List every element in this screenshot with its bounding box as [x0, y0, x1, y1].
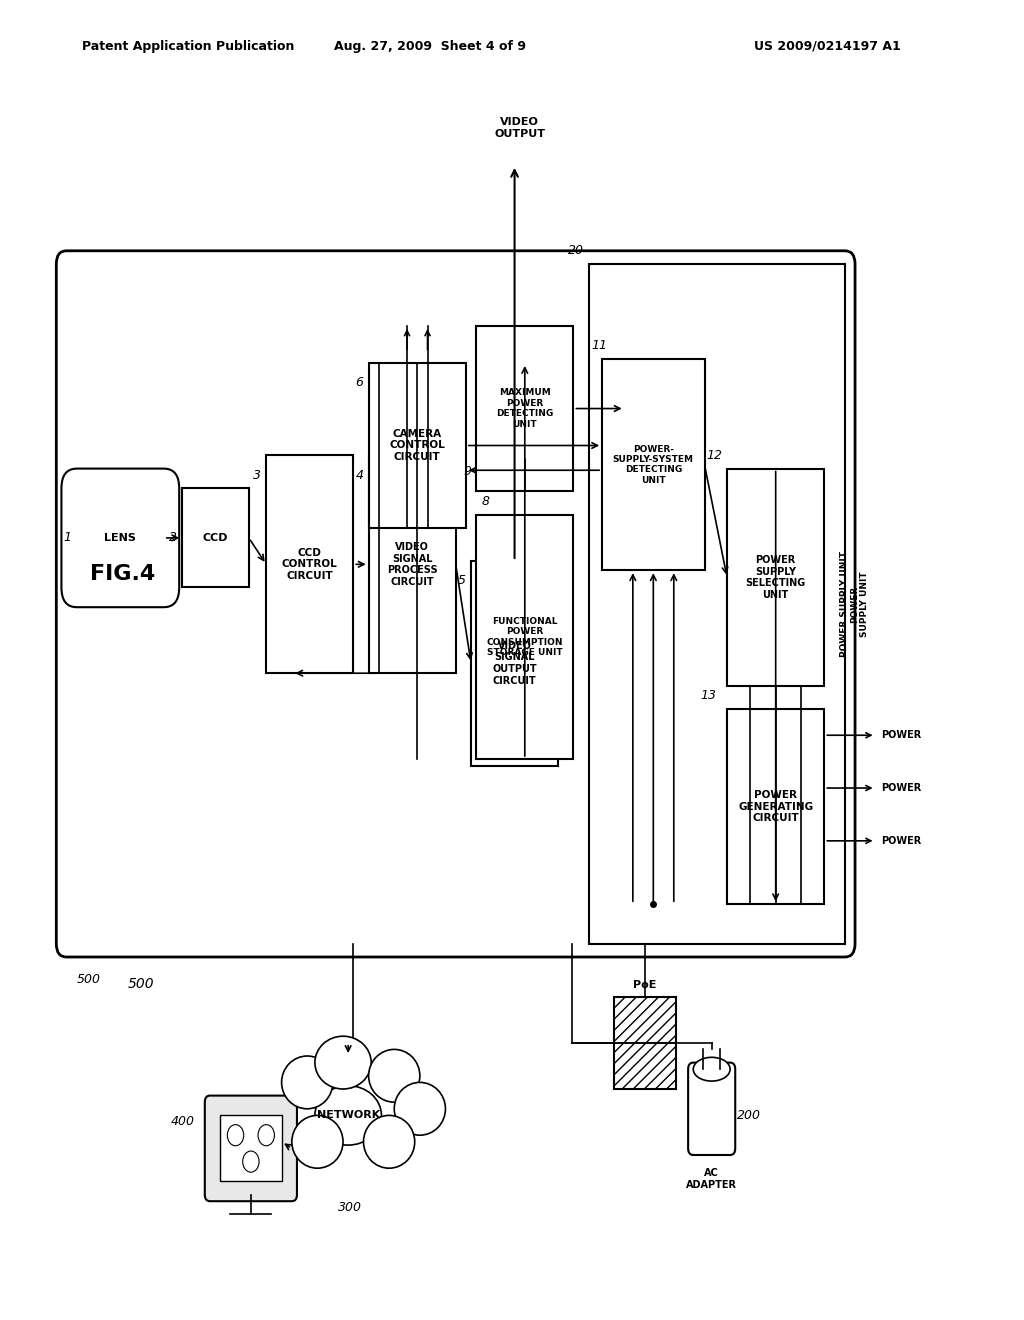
- Text: AC
ADAPTER: AC ADAPTER: [686, 1168, 737, 1189]
- Text: VIDEO
SIGNAL
OUTPUT
CIRCUIT: VIDEO SIGNAL OUTPUT CIRCUIT: [493, 642, 537, 685]
- Text: POWER
GENERATING
CIRCUIT: POWER GENERATING CIRCUIT: [738, 789, 813, 824]
- Text: 12: 12: [706, 449, 722, 462]
- Text: 400: 400: [171, 1115, 195, 1129]
- Bar: [369, 363, 466, 528]
- Text: FIG.4: FIG.4: [90, 564, 156, 585]
- Text: LENS: LENS: [104, 533, 136, 543]
- Text: 3: 3: [253, 469, 261, 482]
- Text: US 2009/0214197 A1: US 2009/0214197 A1: [755, 40, 901, 53]
- Text: 6: 6: [355, 376, 364, 389]
- FancyBboxPatch shape: [56, 251, 855, 957]
- Text: 8: 8: [481, 495, 489, 508]
- Ellipse shape: [364, 1115, 415, 1168]
- Text: Aug. 27, 2009  Sheet 4 of 9: Aug. 27, 2009 Sheet 4 of 9: [334, 40, 526, 53]
- FancyBboxPatch shape: [688, 1063, 735, 1155]
- Bar: [182, 488, 249, 587]
- Text: POWER: POWER: [881, 730, 921, 741]
- Text: 20: 20: [567, 244, 584, 257]
- Text: 9: 9: [463, 465, 471, 478]
- Text: PoE: PoE: [634, 979, 656, 990]
- Bar: [369, 455, 456, 673]
- FancyBboxPatch shape: [205, 1096, 297, 1201]
- Bar: [614, 997, 676, 1089]
- Bar: [602, 359, 705, 570]
- Text: 4: 4: [355, 469, 364, 482]
- Bar: [727, 709, 824, 904]
- Bar: [589, 264, 845, 944]
- Text: 1: 1: [63, 532, 72, 544]
- Text: VIDEO
SIGNAL
PROCESS
CIRCUIT: VIDEO SIGNAL PROCESS CIRCUIT: [387, 543, 437, 586]
- Bar: [476, 515, 573, 759]
- Text: POWER: POWER: [881, 836, 921, 846]
- Ellipse shape: [282, 1056, 333, 1109]
- Text: FUNCTIONAL
POWER
CONSUMPTION
STORAGE UNIT: FUNCTIONAL POWER CONSUMPTION STORAGE UNI…: [486, 616, 563, 657]
- Text: CCD: CCD: [203, 533, 228, 543]
- Text: NETWORK: NETWORK: [316, 1110, 380, 1121]
- Text: POWER SUPPLY UNIT: POWER SUPPLY UNIT: [840, 550, 849, 657]
- Bar: [471, 561, 558, 766]
- Text: 500: 500: [128, 977, 155, 991]
- Ellipse shape: [292, 1115, 343, 1168]
- Text: Patent Application Publication: Patent Application Publication: [82, 40, 294, 53]
- Ellipse shape: [369, 1049, 420, 1102]
- Text: 13: 13: [700, 689, 717, 702]
- Text: POWER
SUPPLY
SELECTING
UNIT: POWER SUPPLY SELECTING UNIT: [745, 556, 806, 599]
- Text: 200: 200: [737, 1109, 761, 1122]
- Ellipse shape: [394, 1082, 445, 1135]
- Text: 500: 500: [77, 973, 100, 986]
- Text: 300: 300: [338, 1201, 361, 1214]
- Bar: [220, 1115, 282, 1181]
- FancyBboxPatch shape: [61, 469, 179, 607]
- Text: CAMERA
CONTROL
CIRCUIT: CAMERA CONTROL CIRCUIT: [389, 429, 445, 462]
- Ellipse shape: [315, 1036, 372, 1089]
- Text: POWER-
SUPPLY-SYSTEM
DETECTING
UNIT: POWER- SUPPLY-SYSTEM DETECTING UNIT: [612, 445, 694, 484]
- Text: 5: 5: [458, 574, 466, 587]
- Text: 2: 2: [169, 532, 177, 544]
- Bar: [266, 455, 353, 673]
- Text: CCD
CONTROL
CIRCUIT: CCD CONTROL CIRCUIT: [282, 548, 338, 581]
- Text: MAXIMUM
POWER
DETECTING
UNIT: MAXIMUM POWER DETECTING UNIT: [497, 388, 553, 429]
- Bar: [727, 469, 824, 686]
- Ellipse shape: [315, 1085, 382, 1146]
- Bar: [476, 326, 573, 491]
- Ellipse shape: [693, 1057, 730, 1081]
- Text: VIDEO
OUTPUT: VIDEO OUTPUT: [495, 117, 545, 139]
- Text: POWER
SUPPLY UNIT: POWER SUPPLY UNIT: [850, 572, 869, 636]
- Text: POWER: POWER: [881, 783, 921, 793]
- Text: 11: 11: [592, 339, 608, 352]
